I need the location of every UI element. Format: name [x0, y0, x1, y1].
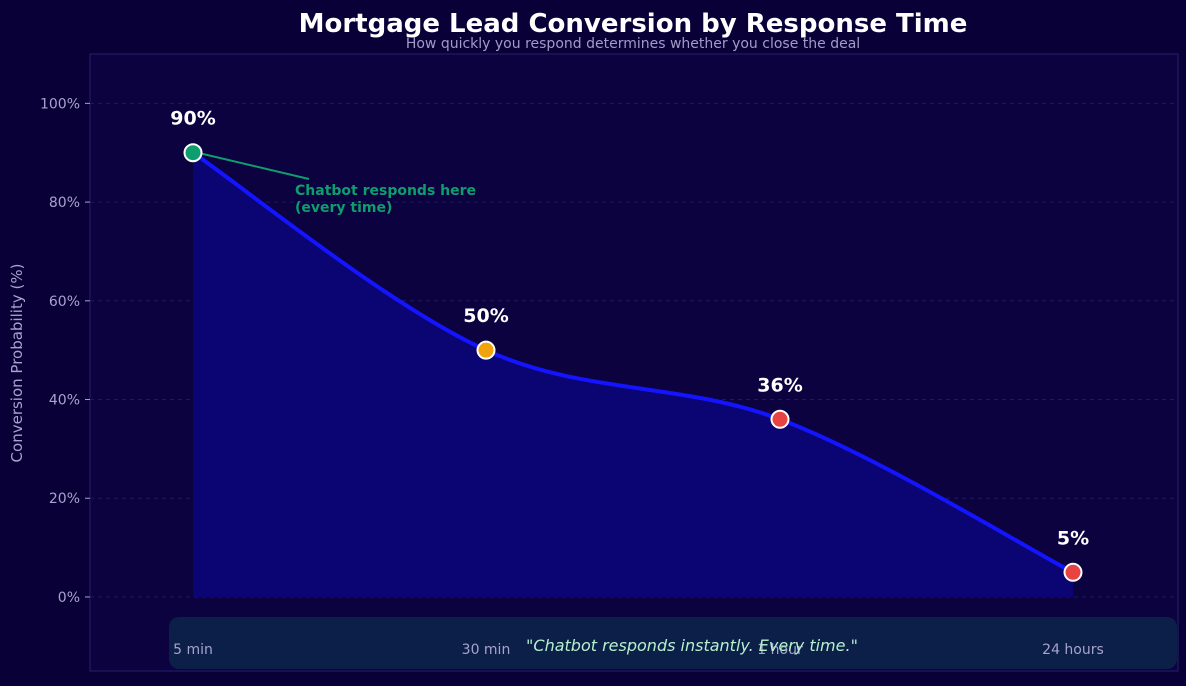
- y-axis-label: Conversion Probability (%): [8, 264, 26, 463]
- chart-title: Mortgage Lead Conversion by Response Tim…: [299, 9, 968, 39]
- data-label: 5%: [1057, 527, 1089, 549]
- y-tick-label: 20%: [49, 491, 80, 507]
- banner-text: "Chatbot responds instantly. Every time.…: [526, 636, 858, 655]
- y-tick-label: 40%: [49, 393, 80, 409]
- series-line: [191, 150, 1075, 575]
- y-tick-label: 100%: [40, 96, 80, 112]
- data-point: [476, 340, 496, 360]
- annotation-arrow: [201, 152, 310, 180]
- data-points: [183, 143, 1083, 582]
- x-tick-label: 5 min: [173, 642, 213, 658]
- y-axis-ticks: 0% 20% 40% 60% 80% 100%: [40, 96, 90, 606]
- data-point: [770, 409, 790, 429]
- annotation-line-1: Chatbot responds here: [295, 183, 476, 199]
- data-labels: 90% 50% 36% 5%: [170, 108, 1089, 550]
- x-tick-label: 30 min: [462, 642, 511, 658]
- annotation: Chatbot responds here (every time): [201, 152, 481, 216]
- y-tick-label: 0%: [58, 590, 80, 606]
- annotation-line-2: (every time): [295, 200, 392, 216]
- banner: [169, 617, 1177, 669]
- annotation-text: Chatbot responds here (every time): [295, 183, 481, 216]
- data-label: 50%: [463, 305, 508, 327]
- data-point: [1063, 562, 1083, 582]
- x-tick-label: 1 hour: [757, 642, 803, 658]
- y-tick-label: 80%: [49, 195, 80, 211]
- area-fill: [193, 152, 1073, 597]
- data-label: 36%: [757, 374, 802, 396]
- x-axis-ticks: 5 min 30 min 1 hour 24 hours: [173, 642, 1104, 658]
- x-tick-label: 24 hours: [1042, 642, 1104, 658]
- chart-subtitle: How quickly you respond determines wheth…: [406, 36, 860, 52]
- banner-box: [169, 617, 1177, 669]
- y-tick-label: 60%: [49, 294, 80, 310]
- data-point: [183, 143, 203, 163]
- data-label: 90%: [170, 108, 215, 130]
